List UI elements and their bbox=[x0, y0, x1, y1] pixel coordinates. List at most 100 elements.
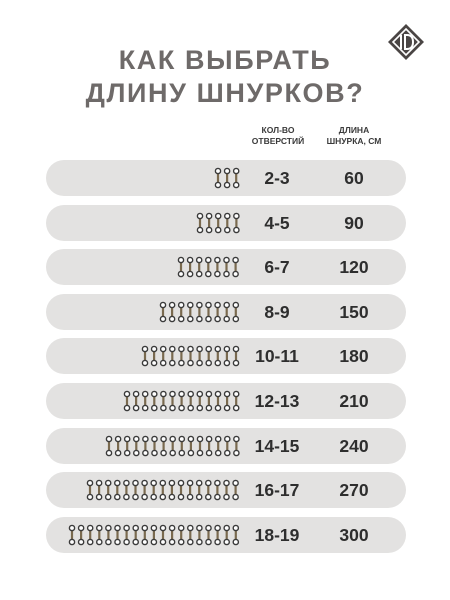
lace-pair-mark bbox=[187, 479, 194, 501]
column-header-holes-line-1: КОЛ-ВО bbox=[261, 125, 295, 135]
lace-pair-mark bbox=[105, 524, 112, 546]
table-row: 2-3 60 bbox=[46, 160, 406, 196]
lace-pair-mark bbox=[232, 390, 240, 412]
holes-range-value: 6-7 bbox=[264, 257, 290, 278]
lace-pair-mark bbox=[214, 524, 222, 546]
lace-pair-mark bbox=[223, 346, 231, 367]
lace-pair-mark bbox=[232, 479, 240, 501]
lace-pair-mark bbox=[141, 435, 149, 456]
lace-pair-mark bbox=[96, 524, 103, 546]
lace-pair-mark bbox=[205, 390, 212, 412]
lace-length-value: 150 bbox=[339, 301, 369, 322]
lace-pair-mark bbox=[123, 479, 131, 501]
lace-pair-mark bbox=[141, 524, 149, 546]
lace-length-value: 60 bbox=[344, 168, 364, 188]
lace-pair-mark bbox=[205, 301, 212, 323]
lace-pair-mark bbox=[196, 301, 203, 323]
lace-holes-icon bbox=[196, 212, 240, 233]
lace-pair-mark bbox=[150, 435, 158, 456]
lace-pair-mark bbox=[214, 435, 222, 456]
lace-holes-icon bbox=[214, 167, 240, 189]
holes-range-value: 10-11 bbox=[255, 346, 299, 367]
lace-pair-mark bbox=[132, 435, 140, 456]
lace-pair-mark bbox=[168, 524, 176, 546]
holes-range-value: 4-5 bbox=[264, 212, 290, 233]
lace-pair-mark bbox=[214, 301, 222, 323]
lace-pair-mark bbox=[178, 256, 185, 278]
lace-pair-mark bbox=[232, 212, 240, 233]
lace-length-value: 240 bbox=[339, 435, 369, 456]
lace-pair-mark bbox=[159, 479, 167, 501]
lace-pair-mark bbox=[187, 435, 194, 456]
lace-pair-mark bbox=[196, 479, 203, 501]
lace-pair-mark bbox=[232, 301, 240, 323]
lace-pair-mark bbox=[205, 212, 212, 233]
lace-pair-mark bbox=[232, 167, 240, 189]
lace-pair-mark bbox=[214, 256, 222, 278]
lace-pair-mark bbox=[205, 256, 212, 278]
table-row: 6-7 120 bbox=[46, 249, 406, 286]
lace-pair-mark bbox=[123, 524, 131, 546]
holes-range-value: 2-3 bbox=[264, 168, 290, 188]
table-row: 4-5 90 bbox=[46, 204, 406, 241]
lace-pair-mark bbox=[123, 435, 131, 456]
lace-pair-mark bbox=[178, 524, 185, 546]
column-header-holes-line-2: ОТВЕРСТИЙ bbox=[251, 136, 305, 146]
lace-pair-mark bbox=[105, 479, 112, 501]
table-row: 16-17 270 bbox=[46, 472, 406, 509]
lace-pair-mark bbox=[196, 435, 203, 456]
lace-pair-mark bbox=[168, 479, 176, 501]
lace-pair-mark bbox=[196, 346, 203, 367]
lace-holes-icon bbox=[159, 301, 240, 323]
lace-pair-mark bbox=[132, 479, 140, 501]
lace-pair-mark bbox=[114, 435, 121, 456]
lace-pair-mark bbox=[196, 390, 203, 412]
lace-holes-icon bbox=[178, 256, 240, 278]
lace-pair-mark bbox=[205, 524, 212, 546]
lace-pair-mark bbox=[159, 435, 167, 456]
lace-pair-mark bbox=[178, 435, 185, 456]
table-row: 8-9 150 bbox=[46, 293, 406, 330]
lace-pair-mark bbox=[187, 524, 194, 546]
lace-length-value: 90 bbox=[344, 212, 364, 233]
title-line-1: КАК ВЫБРАТЬ bbox=[118, 45, 332, 75]
lace-pair-mark bbox=[178, 346, 185, 367]
lace-pair-mark bbox=[168, 301, 176, 323]
column-header-length-line-1: ДЛИНА bbox=[338, 125, 370, 135]
lace-pair-mark bbox=[105, 435, 112, 456]
lace-pair-mark bbox=[159, 346, 167, 367]
lace-length-value: 300 bbox=[339, 524, 369, 545]
lace-holes-icon bbox=[87, 479, 240, 501]
lace-pair-mark bbox=[150, 390, 158, 412]
lace-pair-mark bbox=[232, 256, 240, 278]
lace-holes-icon bbox=[68, 524, 240, 546]
lace-pair-mark bbox=[223, 479, 231, 501]
column-header-length-line-2: ШНУРКА, СМ bbox=[326, 136, 382, 146]
lace-pair-mark bbox=[150, 479, 158, 501]
lace-pair-mark bbox=[187, 346, 194, 367]
lace-pair-mark bbox=[232, 435, 240, 456]
lace-pair-mark bbox=[223, 256, 231, 278]
lace-length-value: 180 bbox=[339, 346, 369, 367]
lace-pair-mark bbox=[223, 301, 231, 323]
lace-pair-mark bbox=[141, 390, 149, 412]
lace-pair-mark bbox=[178, 479, 185, 501]
lace-pair-mark bbox=[132, 390, 140, 412]
lace-pair-mark bbox=[223, 212, 231, 233]
lace-pair-mark bbox=[168, 346, 176, 367]
lace-pair-mark bbox=[168, 435, 176, 456]
lace-pair-mark bbox=[178, 390, 185, 412]
lace-pair-mark bbox=[205, 346, 212, 367]
lace-pair-mark bbox=[87, 479, 94, 501]
lace-pair-mark bbox=[196, 256, 203, 278]
lace-pair-mark bbox=[196, 212, 203, 233]
lace-length-value: 120 bbox=[339, 257, 369, 278]
lace-pair-mark bbox=[123, 390, 131, 412]
lace-pair-mark bbox=[223, 167, 231, 189]
lace-holes-icon bbox=[141, 346, 240, 367]
holes-range-value: 14-15 bbox=[254, 435, 300, 456]
table-row: 10-11 180 bbox=[46, 338, 406, 375]
lace-pair-mark bbox=[214, 212, 222, 233]
column-header-holes: КОЛ-ВО ОТВЕРСТИЙ bbox=[242, 125, 314, 147]
lace-pair-mark bbox=[159, 524, 167, 546]
